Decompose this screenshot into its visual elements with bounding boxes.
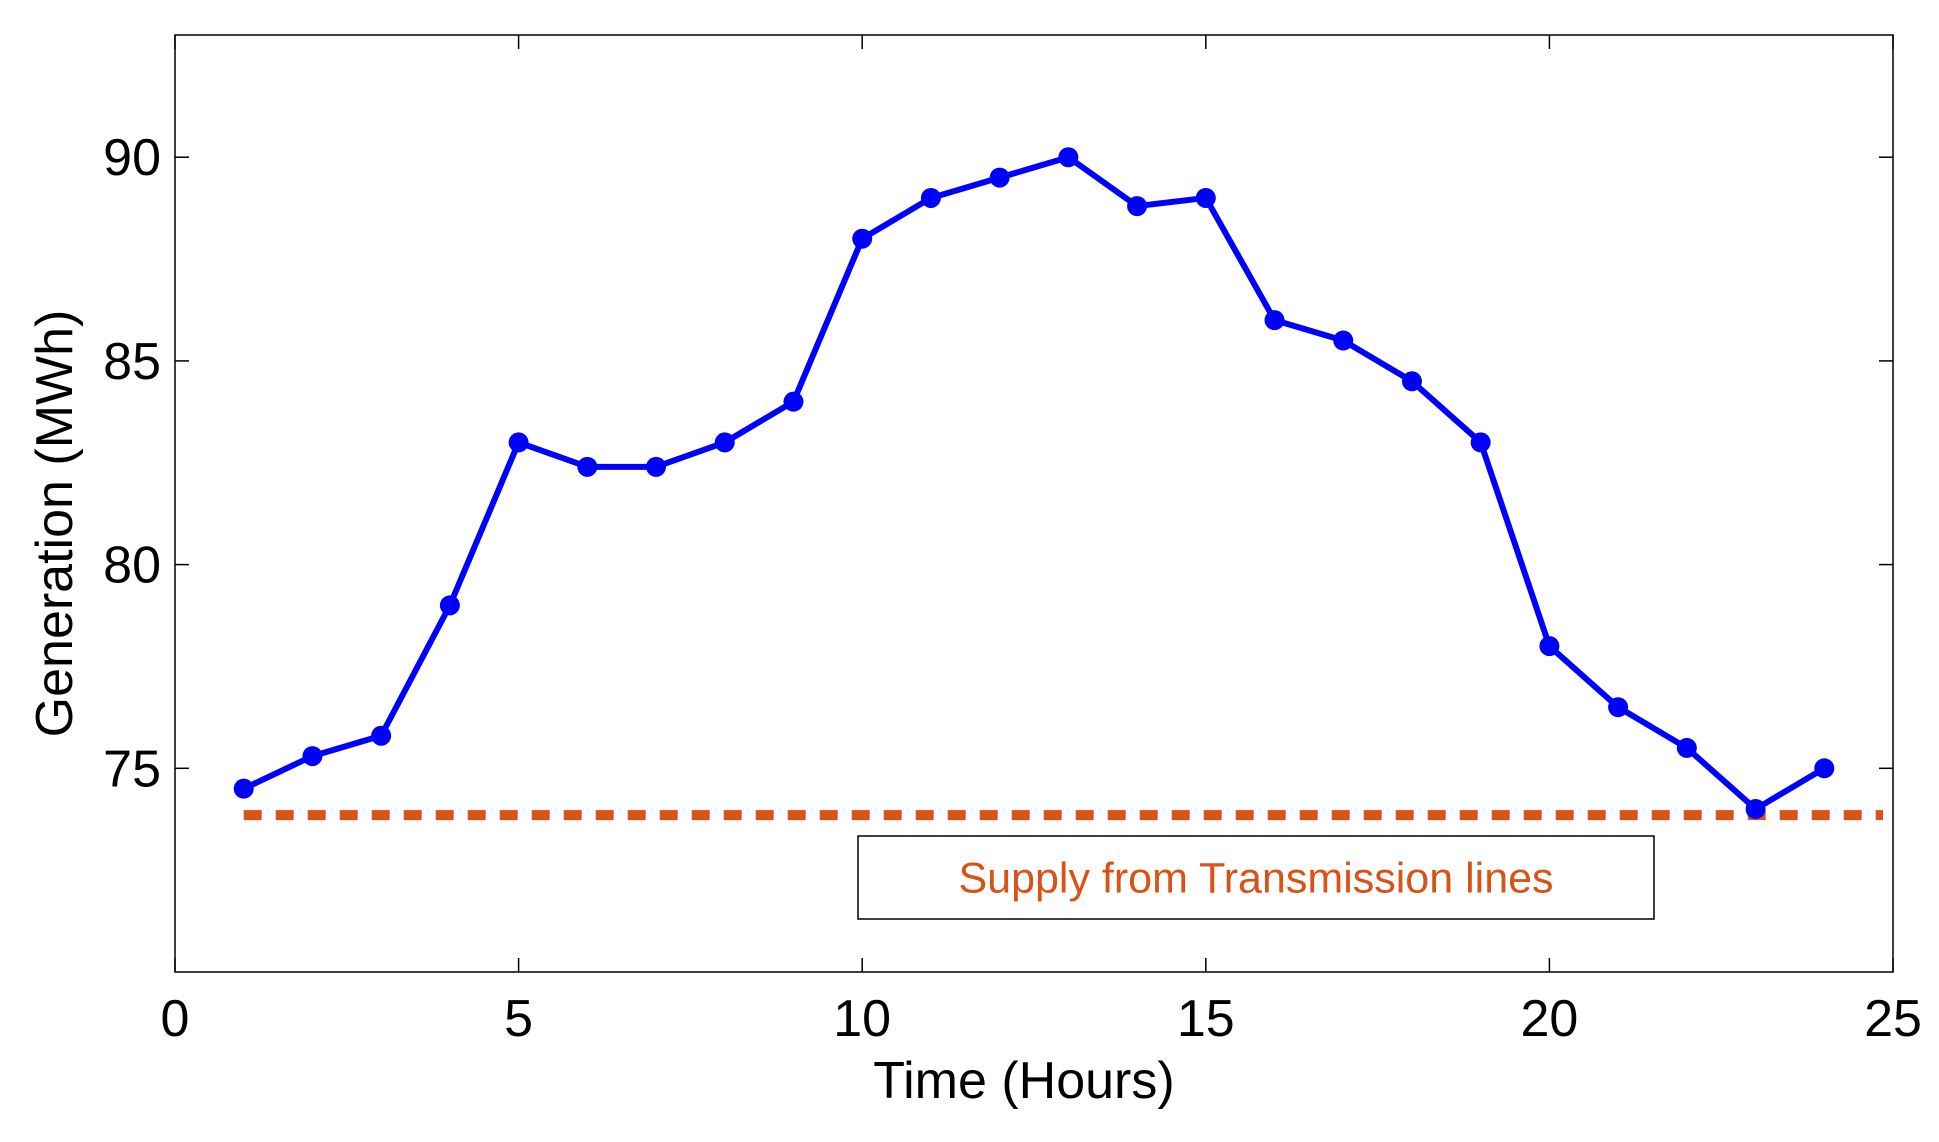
- axes: 0 5 10 15 20 25 75 80 85 90: [103, 34, 1922, 1048]
- annotation-text: Supply from Transmission lines: [958, 855, 1553, 903]
- y-tick-label: 85: [103, 333, 161, 391]
- data-point: [1676, 737, 1697, 758]
- y-tick-label: 75: [103, 740, 161, 798]
- x-tick-label: 10: [833, 990, 891, 1048]
- annotation-box: [857, 835, 1655, 920]
- x-tick-label: 25: [1864, 990, 1922, 1048]
- data-point: [1058, 147, 1079, 168]
- data-point: [1195, 187, 1216, 208]
- data-point: [1264, 310, 1285, 331]
- data-point: [508, 432, 529, 453]
- x-tick-label: 15: [1177, 990, 1235, 1048]
- data-point: [1745, 799, 1766, 820]
- plot-frame: [174, 34, 1894, 973]
- series-group: [233, 147, 1835, 820]
- data-point: [646, 456, 667, 477]
- data-point: [852, 228, 873, 249]
- data-point: [989, 167, 1010, 188]
- data-point: [783, 391, 804, 412]
- data-point: [1814, 758, 1835, 779]
- data-point: [439, 595, 460, 616]
- data-point: [577, 456, 598, 477]
- x-tick-label: 0: [161, 990, 190, 1048]
- annotation-group: Supply from Transmission lines: [857, 835, 1655, 920]
- y-tick-label: 90: [103, 129, 161, 187]
- x-tick-label: 5: [504, 990, 533, 1048]
- series-line: [242, 154, 1826, 813]
- data-point: [1333, 330, 1354, 351]
- x-axis-label: Time (Hours): [873, 1052, 1174, 1110]
- data-point: [1608, 697, 1629, 718]
- y-axis-label: Generation (MWh): [26, 310, 84, 738]
- data-point: [920, 187, 941, 208]
- data-point: [1401, 371, 1422, 392]
- data-point: [714, 432, 735, 453]
- data-point: [233, 778, 254, 799]
- data-point: [302, 746, 323, 767]
- data-point: [1127, 196, 1148, 217]
- y-tick-label: 80: [103, 537, 161, 595]
- data-point: [371, 725, 392, 746]
- x-tick-label: 20: [1520, 990, 1578, 1048]
- data-point: [1470, 432, 1491, 453]
- data-point: [1539, 636, 1560, 657]
